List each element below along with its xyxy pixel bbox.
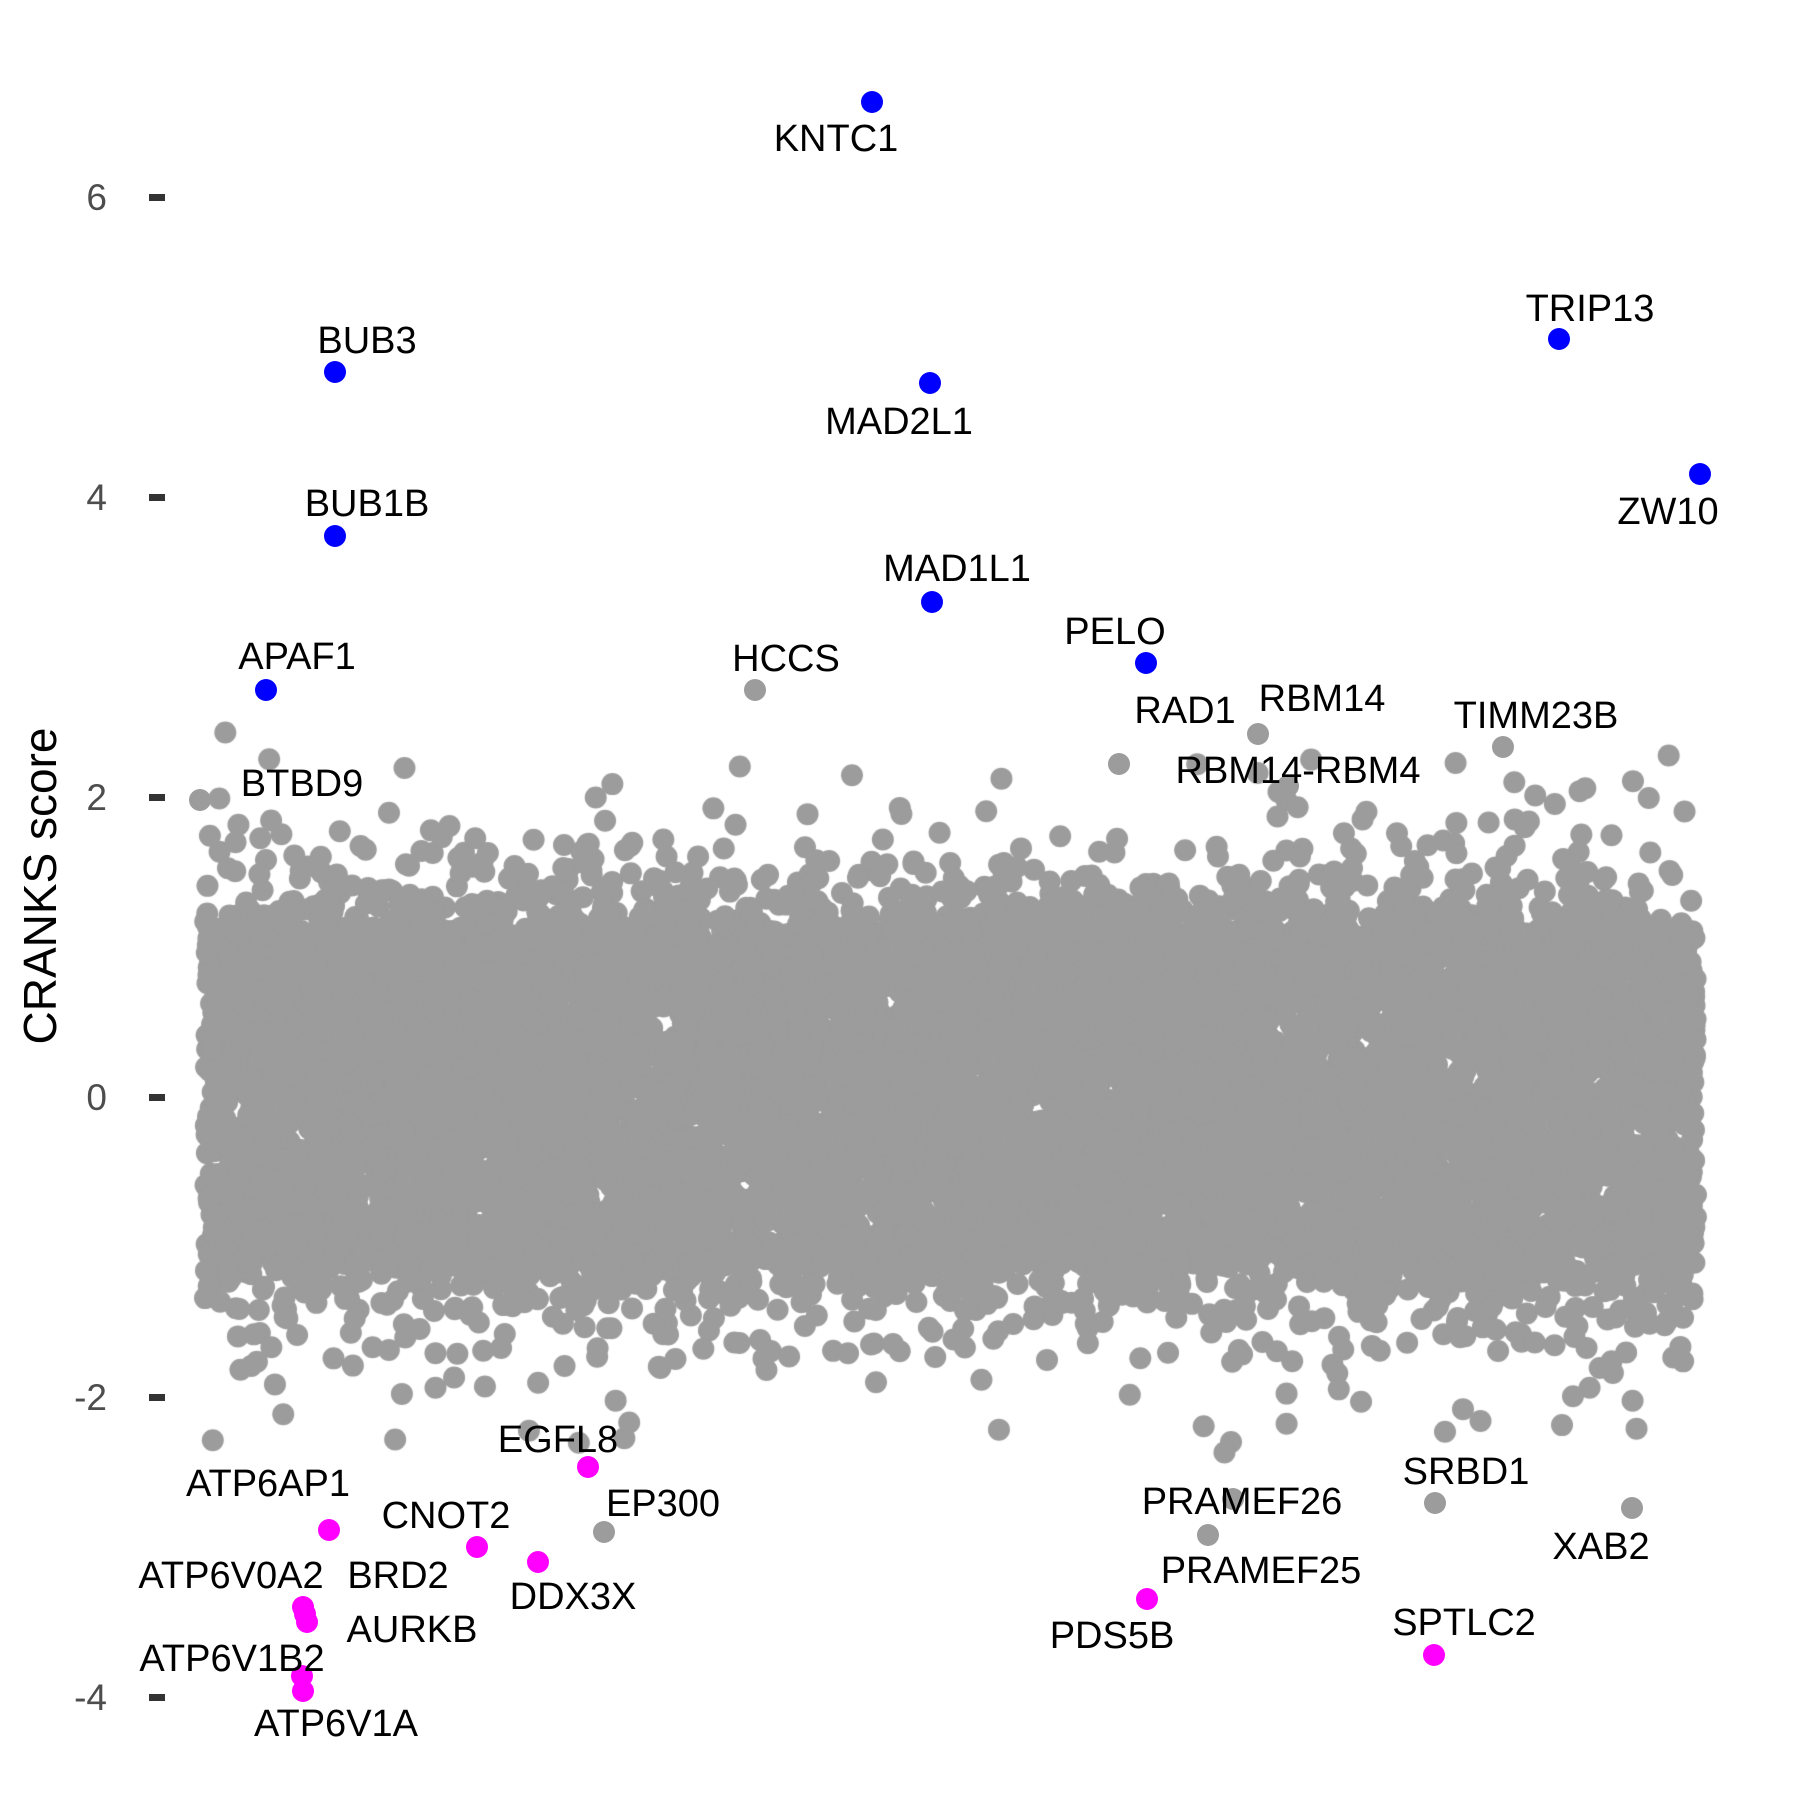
gene-label-KNTC1: KNTC1 — [773, 118, 899, 160]
y-tick-label: -2 — [74, 1377, 107, 1418]
gene-point-EP300 — [593, 1520, 615, 1543]
y-tick-mark — [149, 1394, 165, 1401]
gene-label-EP300: EP300 — [605, 1483, 721, 1525]
y-tick-mark — [149, 1694, 165, 1701]
gene-label-ATP6V1A: ATP6V1A — [253, 1703, 419, 1745]
gene-label-ATP6AP1: ATP6AP1 — [185, 1463, 351, 1505]
gene-label-ATP6V1B2: ATP6V1B2 — [139, 1638, 325, 1680]
gene-point-KNTC1 — [861, 91, 883, 113]
gene-point-XAB2 — [1621, 1496, 1643, 1519]
gene-point-RAD1 — [1108, 752, 1130, 775]
gene-point-AURKB — [296, 1610, 318, 1633]
gene-point-HCCS — [744, 679, 766, 701]
gene-label-PRAMEF25: PRAMEF25 — [1160, 1550, 1362, 1592]
y-tick-mark — [149, 794, 165, 801]
gene-point-ZW10 — [1689, 463, 1711, 485]
gene-label-TRIP13: TRIP13 — [1525, 288, 1655, 330]
gene-label-MAD1L1: MAD1L1 — [883, 548, 1031, 590]
y-tick-label: 0 — [86, 1077, 107, 1118]
y-tick-label: 2 — [86, 777, 107, 818]
gene-point-PDS5B — [1136, 1588, 1158, 1610]
gene-label-RBM14: RBM14 — [1258, 678, 1386, 720]
gene-point-BUB3 — [324, 361, 346, 383]
gene-point-PRAMEF25 — [1197, 1523, 1219, 1546]
gene-point-TRIP13 — [1548, 328, 1570, 350]
gene-point-APAF1 — [255, 679, 277, 701]
gene-point-PELO — [1135, 652, 1157, 674]
gene-label-EGFL8: EGFL8 — [497, 1419, 619, 1461]
gene-point-MAD2L1 — [919, 371, 941, 394]
gene-point-TIMM23B — [1492, 736, 1514, 758]
gene-label-MAD2L1: MAD2L1 — [825, 401, 973, 443]
gene-point-PRAMEF26 — [1222, 1487, 1244, 1510]
gene-label-ATP6V0A2: ATP6V0A2 — [138, 1555, 324, 1597]
gene-label-BTBD9: BTBD9 — [240, 763, 364, 805]
y-tick-label: 4 — [86, 477, 107, 518]
gene-point-RBM14 — [1247, 722, 1269, 745]
gene-label-DDX3X: DDX3X — [509, 1576, 637, 1618]
gene-label-XAB2: XAB2 — [1552, 1526, 1650, 1568]
gene-label-PRAMEF26: PRAMEF26 — [1141, 1481, 1343, 1523]
gene-point-SRBD1 — [1424, 1492, 1446, 1514]
gene-label-ZW10: ZW10 — [1617, 491, 1719, 533]
gene-label-SPTLC2: SPTLC2 — [1392, 1602, 1536, 1644]
gene-label-CNOT2: CNOT2 — [381, 1495, 511, 1537]
gene-point-BUB1B — [324, 524, 346, 547]
gene-point-EGFL8 — [577, 1456, 599, 1478]
y-tick-label: 6 — [86, 177, 107, 218]
gene-label-APAF1: APAF1 — [238, 636, 356, 678]
gene-label-BRD2: BRD2 — [347, 1555, 449, 1597]
gene-label-PDS5B: PDS5B — [1049, 1615, 1175, 1657]
gene-point-BTBD9 — [189, 788, 211, 811]
gene-point-RBM14-RBM4 — [1277, 775, 1299, 797]
gene-point-CNOT2 — [466, 1535, 488, 1558]
y-tick-label: -4 — [74, 1677, 107, 1718]
gene-label-RBM14-RBM4: RBM14-RBM4 — [1175, 750, 1421, 792]
y-tick-mark — [149, 1094, 165, 1101]
gene-point-MAD1L1 — [921, 590, 943, 613]
gene-label-BUB1B: BUB1B — [304, 483, 430, 525]
gene-label-PELO: PELO — [1064, 611, 1166, 653]
y-tick-mark — [149, 194, 165, 201]
gene-label-SRBD1: SRBD1 — [1402, 1451, 1530, 1493]
gene-label-BUB3: BUB3 — [317, 320, 417, 362]
gene-point-ATP6AP1 — [318, 1519, 340, 1541]
gene-label-TIMM23B: TIMM23B — [1453, 695, 1619, 737]
y-tick-mark — [149, 494, 165, 501]
gene-point-ATP6V1A — [292, 1679, 314, 1702]
gene-label-RAD1: RAD1 — [1134, 690, 1236, 732]
gene-label-HCCS: HCCS — [732, 638, 840, 680]
gene-label-AURKB: AURKB — [346, 1609, 478, 1651]
gene-point-SPTLC2 — [1423, 1643, 1445, 1666]
gene-point-DDX3X — [527, 1550, 549, 1573]
